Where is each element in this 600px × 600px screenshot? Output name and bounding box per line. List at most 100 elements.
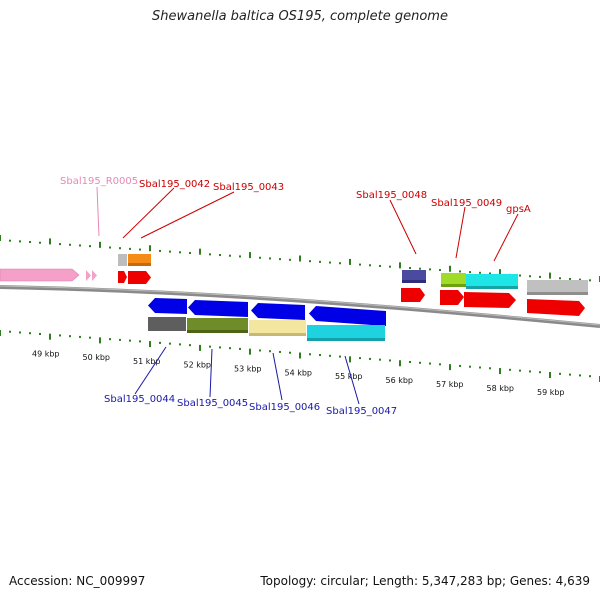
label-Sbal195_0046: Sbal195_0046 xyxy=(249,402,320,413)
ruler-tick xyxy=(429,268,431,271)
leader-Sbal195_0047 xyxy=(344,355,360,405)
genome-backbone xyxy=(0,285,600,328)
ruler-tick xyxy=(19,331,21,334)
ruler-tick xyxy=(129,339,131,342)
ruler-tick xyxy=(539,275,541,278)
ruler-tick xyxy=(269,257,271,260)
ruler-tick xyxy=(19,240,21,243)
ruler-tick xyxy=(489,272,491,275)
cds-0045 xyxy=(188,300,248,317)
ruler-tick xyxy=(319,260,321,263)
ruler-tick xyxy=(419,361,421,364)
cds-0042 xyxy=(118,271,127,283)
label-Sbal195_0048: Sbal195_0048 xyxy=(356,190,427,201)
ruler-tick xyxy=(209,345,211,348)
cds-0044 xyxy=(148,298,187,314)
ruler-tick xyxy=(329,261,331,264)
label-leaders xyxy=(96,186,519,405)
feature-purple-0048 xyxy=(402,270,426,283)
ruler-tick xyxy=(489,367,491,370)
feature-yellow-0046 xyxy=(249,320,306,336)
label-Sbal195_R0005: Sbal195_R0005 xyxy=(60,176,138,187)
ruler-tick xyxy=(479,271,481,274)
ruler-tick xyxy=(589,279,591,282)
genome-title: Shewanella baltica OS195, complete genom… xyxy=(152,9,448,24)
ruler-tick xyxy=(539,371,541,374)
feature-green-0049 xyxy=(441,273,466,287)
tick-label: 57 kbp xyxy=(436,380,464,389)
feature-gray-0042 xyxy=(118,254,127,266)
ruler-tick xyxy=(509,368,511,371)
ruler-tick xyxy=(219,254,221,257)
ruler-tick xyxy=(579,374,581,377)
ruler-tick xyxy=(379,264,381,267)
ruler-tick xyxy=(369,357,371,360)
ruler-tick xyxy=(229,254,231,257)
ruler-tick xyxy=(139,248,141,251)
ruler-tick xyxy=(209,253,211,256)
cds-0047 xyxy=(309,306,386,326)
ruler-tick xyxy=(519,274,521,277)
ruler-tick xyxy=(259,349,261,352)
tick-label: 51 kbp xyxy=(133,357,161,366)
label-Sbal195_0042: Sbal195_0042 xyxy=(139,179,210,190)
ruler-tick xyxy=(119,338,121,341)
ruler-tick xyxy=(169,250,171,253)
ruler-tick xyxy=(359,263,361,266)
ruler-tick xyxy=(0,330,1,336)
forward-features xyxy=(0,254,588,316)
ruler-tick xyxy=(439,269,441,272)
ruler-tick xyxy=(439,363,441,366)
cds-0048 xyxy=(401,288,425,302)
ruler-tick xyxy=(549,272,551,279)
ruler-tick xyxy=(179,251,181,254)
leader-Sbal195_0049 xyxy=(455,206,466,259)
ruler-tick xyxy=(129,247,131,250)
tick-label: 56 kbp xyxy=(386,376,414,385)
ruler-tick xyxy=(569,373,571,376)
tick-label: 59 kbp xyxy=(537,388,565,397)
ruler-tick xyxy=(349,258,351,265)
ruler-tick xyxy=(119,247,121,250)
ruler-tick xyxy=(459,270,461,273)
ruler-tick xyxy=(99,337,101,344)
ruler-tick xyxy=(569,277,571,280)
tick-label: 55 kbp xyxy=(335,372,363,381)
accession-text: Accession: NC_009997 xyxy=(9,574,146,588)
ruler-tick xyxy=(419,267,421,270)
ruler-tick xyxy=(299,255,301,262)
leader-Sbal195_0043 xyxy=(140,191,235,239)
ruler-tick xyxy=(279,258,281,261)
ruler-tick xyxy=(269,350,271,353)
ruler-tick xyxy=(359,357,361,360)
gene-labels: Sbal195_R0005 Sbal195_0042 Sbal195_0043 … xyxy=(60,176,531,417)
ruler-tick xyxy=(389,359,391,362)
ruler-tick xyxy=(99,241,101,248)
ruler-tick xyxy=(189,344,191,347)
ruler-tick xyxy=(149,341,151,348)
tick-label: 54 kbp xyxy=(285,368,313,377)
ruler-tick xyxy=(469,271,471,274)
ruler-tick xyxy=(59,334,61,337)
tick-label: 53 kbp xyxy=(234,364,262,373)
leader-gpsA xyxy=(493,213,519,262)
ruler-tick xyxy=(0,235,1,241)
leader-Sbal195_0046 xyxy=(272,352,283,401)
ruler-tick xyxy=(349,356,351,363)
ruler-tick xyxy=(459,364,461,367)
ruler-tick xyxy=(69,243,71,246)
bottom-ruler xyxy=(0,330,600,382)
ruler-tick xyxy=(399,360,401,367)
tick-label: 49 kbp xyxy=(32,349,60,358)
ruler-tick xyxy=(259,256,261,259)
leader-Sbal195_0048 xyxy=(389,199,417,255)
ruler-tick xyxy=(319,354,321,357)
tick-label: 52 kbp xyxy=(184,361,212,370)
ruler-tick xyxy=(109,246,111,249)
label-Sbal195_0044: Sbal195_0044 xyxy=(104,394,175,405)
ruler-tick xyxy=(49,333,51,340)
label-Sbal195_0049: Sbal195_0049 xyxy=(431,198,502,209)
ruler-tick xyxy=(549,372,551,379)
ruler-tick xyxy=(499,368,501,375)
